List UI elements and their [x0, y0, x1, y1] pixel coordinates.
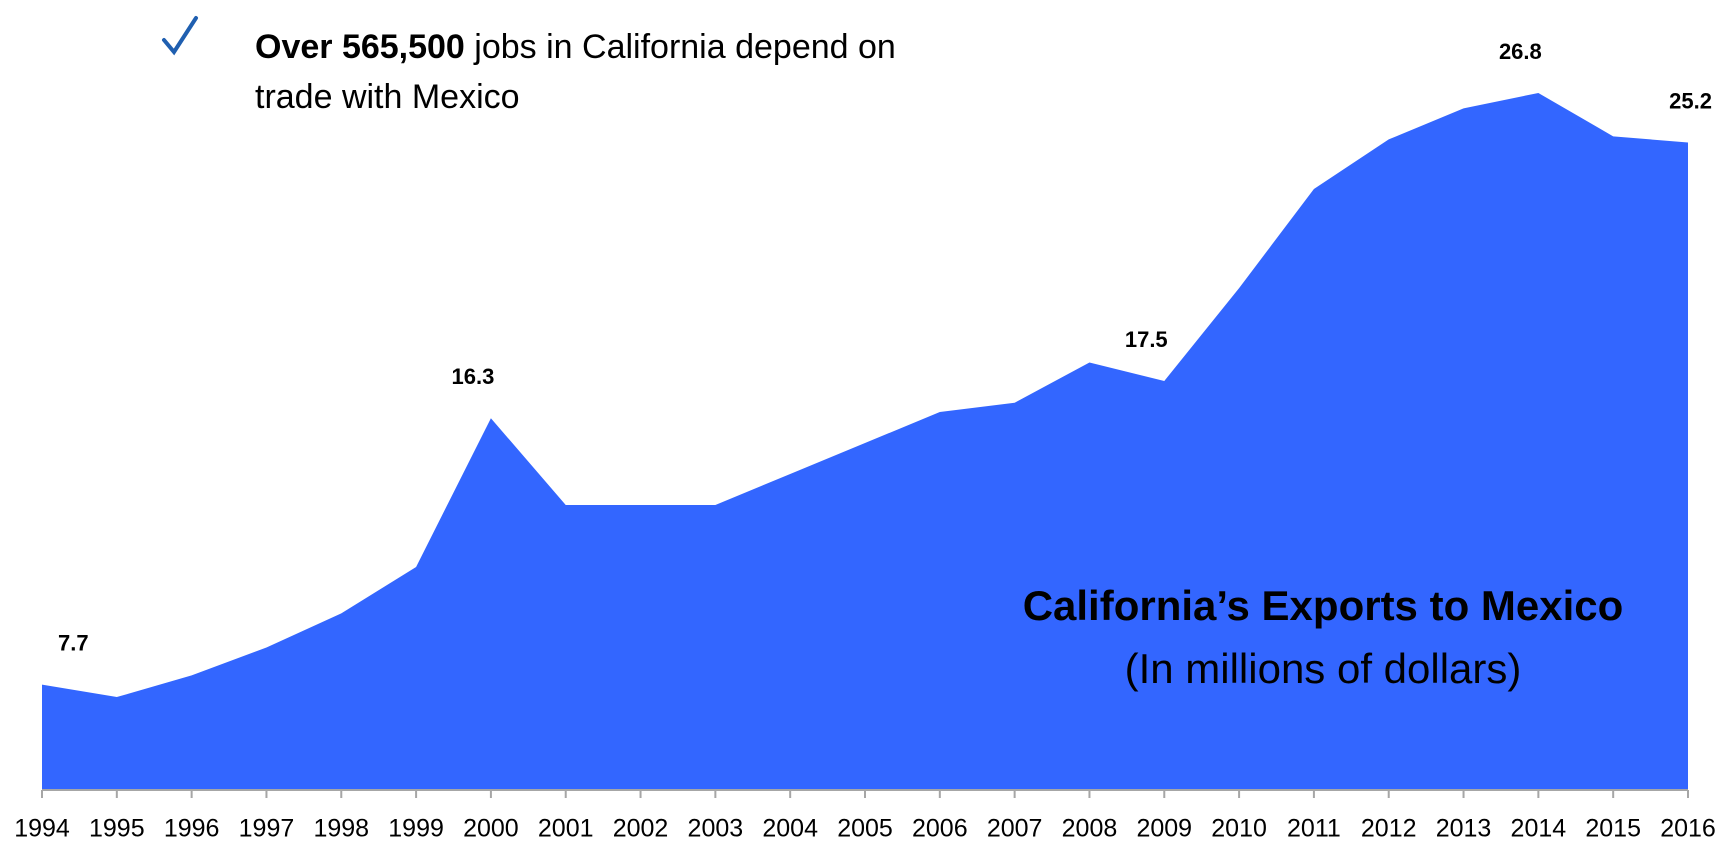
- x-tick-label: 1998: [313, 815, 369, 843]
- bullet-text: Over 565,500 jobs in California depend o…: [255, 22, 955, 122]
- bullet-rest: jobs in California depend on trade with …: [255, 28, 896, 116]
- bullet-bold: Over 565,500: [255, 28, 465, 66]
- x-tick-label: 2001: [538, 815, 594, 843]
- x-tick-label: 2007: [987, 815, 1043, 843]
- x-tick-label: 2002: [613, 815, 669, 843]
- chart-title: California’s Exports to Mexico: [1023, 582, 1624, 629]
- x-tick-label: 2013: [1436, 815, 1492, 843]
- x-tick-label: 2004: [762, 815, 818, 843]
- area: [42, 92, 1688, 791]
- x-tick-label: 2009: [1136, 815, 1192, 843]
- x-tick-label: 2006: [912, 815, 968, 843]
- x-tick-label: 1995: [89, 815, 145, 843]
- x-tick-label: 2016: [1660, 815, 1716, 843]
- x-tick-label: 1996: [164, 815, 220, 843]
- x-tick-label: 2000: [463, 815, 519, 843]
- data-label: 25.2: [1669, 88, 1712, 113]
- x-tick-label: 1999: [388, 815, 444, 843]
- x-tick-label: 2008: [1062, 815, 1118, 843]
- x-tick-label: 2015: [1585, 815, 1641, 843]
- chart-subtitle: (In millions of dollars): [1125, 645, 1522, 692]
- data-label: 17.5: [1125, 327, 1168, 352]
- data-label: 16.3: [451, 364, 494, 389]
- data-label: 26.8: [1499, 39, 1542, 64]
- x-tick-label: 2012: [1361, 815, 1417, 843]
- x-tick-label: 2010: [1211, 815, 1267, 843]
- check-icon: [162, 16, 198, 56]
- x-tick-label: 2005: [837, 815, 893, 843]
- x-tick-label: 1997: [239, 815, 295, 843]
- x-tick-label: 2014: [1511, 815, 1567, 843]
- x-tick-label: 2003: [688, 815, 744, 843]
- data-label: 7.7: [58, 630, 89, 655]
- x-tick-label: 1994: [14, 815, 70, 843]
- x-tick-label: 2011: [1287, 815, 1341, 843]
